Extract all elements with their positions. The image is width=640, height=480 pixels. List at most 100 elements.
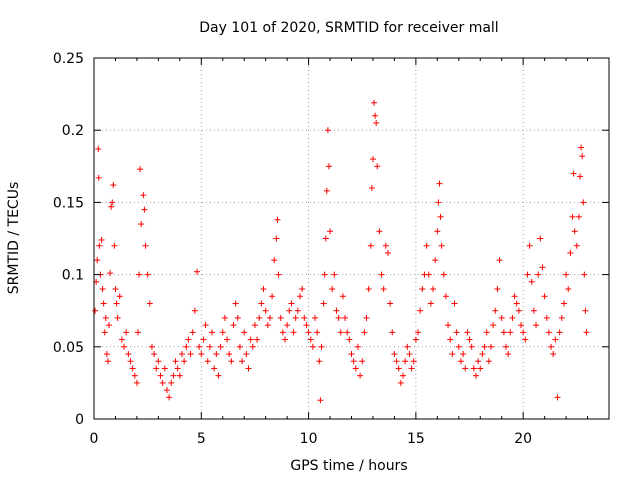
data-point	[299, 286, 306, 293]
data-point	[554, 394, 561, 401]
data-point	[320, 300, 327, 307]
data-point	[206, 343, 213, 350]
data-point	[211, 365, 218, 372]
data-point	[425, 271, 432, 278]
data-point	[155, 358, 162, 365]
data-point	[408, 365, 415, 372]
data-point	[264, 322, 271, 329]
data-point	[174, 365, 181, 372]
data-point	[141, 206, 148, 213]
data-point	[481, 343, 488, 350]
data-point	[95, 145, 102, 152]
data-point	[234, 314, 241, 321]
data-point	[567, 249, 574, 256]
data-point	[520, 329, 527, 336]
data-point	[228, 358, 235, 365]
data-point	[266, 314, 273, 321]
data-point	[200, 336, 207, 343]
data-point	[453, 329, 460, 336]
data-point	[191, 307, 198, 314]
data-point	[503, 343, 509, 350]
data-point	[318, 343, 325, 350]
data-point	[376, 228, 383, 235]
data-point	[258, 300, 265, 307]
data-point	[533, 322, 540, 329]
data-point	[374, 163, 381, 170]
data-point	[417, 307, 424, 314]
data-point	[457, 358, 464, 365]
data-point	[269, 293, 276, 300]
data-point	[477, 365, 484, 372]
data-point	[273, 235, 280, 242]
data-point	[558, 314, 565, 321]
data-point	[99, 286, 106, 293]
data-point	[322, 235, 329, 242]
data-point	[412, 336, 419, 343]
data-point	[100, 300, 107, 307]
x-axis-label: GPS time / hours	[290, 458, 407, 474]
data-point	[213, 351, 220, 358]
data-point	[108, 203, 115, 210]
data-point	[303, 322, 310, 329]
data-point	[372, 112, 379, 119]
data-point	[314, 329, 321, 336]
data-point	[363, 314, 370, 321]
data-point	[535, 271, 542, 278]
data-point	[245, 365, 252, 372]
data-point	[185, 336, 192, 343]
y-tick-label: 0.2	[62, 123, 84, 139]
data-point	[163, 387, 170, 394]
y-axis-label: SRMTID / TECUs	[6, 182, 22, 295]
data-point	[496, 257, 503, 264]
y-tick-label: 0	[75, 412, 84, 428]
x-tick-label: 5	[197, 431, 206, 447]
data-point	[148, 343, 155, 350]
data-point	[196, 343, 203, 350]
data-point	[230, 322, 237, 329]
data-point	[378, 271, 385, 278]
data-point	[432, 257, 439, 264]
data-point	[107, 270, 114, 277]
data-point	[294, 307, 301, 314]
data-point	[109, 199, 116, 206]
data-point	[571, 228, 578, 235]
data-point	[384, 249, 391, 256]
data-point	[331, 271, 338, 278]
data-point	[515, 307, 522, 314]
data-point	[256, 314, 263, 321]
data-point	[189, 329, 196, 336]
data-point	[221, 314, 228, 321]
data-point	[159, 379, 166, 386]
data-point	[176, 372, 183, 379]
data-point	[415, 329, 422, 336]
data-point	[131, 372, 138, 379]
data-point	[511, 293, 518, 300]
data-point	[137, 166, 144, 173]
data-point	[172, 358, 179, 365]
data-point	[526, 242, 533, 249]
data-point	[395, 365, 402, 372]
data-point	[436, 180, 443, 187]
data-point	[157, 372, 164, 379]
data-point	[577, 173, 584, 180]
data-point	[518, 322, 525, 329]
data-point	[106, 322, 113, 329]
data-point	[539, 264, 546, 271]
data-point	[249, 343, 256, 350]
data-point	[556, 329, 563, 336]
data-point	[187, 351, 194, 358]
data-point	[543, 314, 550, 321]
data-point	[470, 365, 477, 372]
data-point	[545, 329, 552, 336]
data-point	[430, 286, 437, 293]
data-point	[449, 351, 456, 358]
data-point	[472, 372, 479, 379]
ticks-layer: 0 0.05 0.1 0.15 0.2 0.25 0 5 10 15 20	[53, 51, 609, 447]
data-point	[455, 343, 462, 350]
data-point	[361, 329, 368, 336]
data-point	[219, 329, 226, 336]
data-point	[323, 187, 330, 194]
data-point	[140, 192, 147, 199]
data-point	[243, 351, 250, 358]
